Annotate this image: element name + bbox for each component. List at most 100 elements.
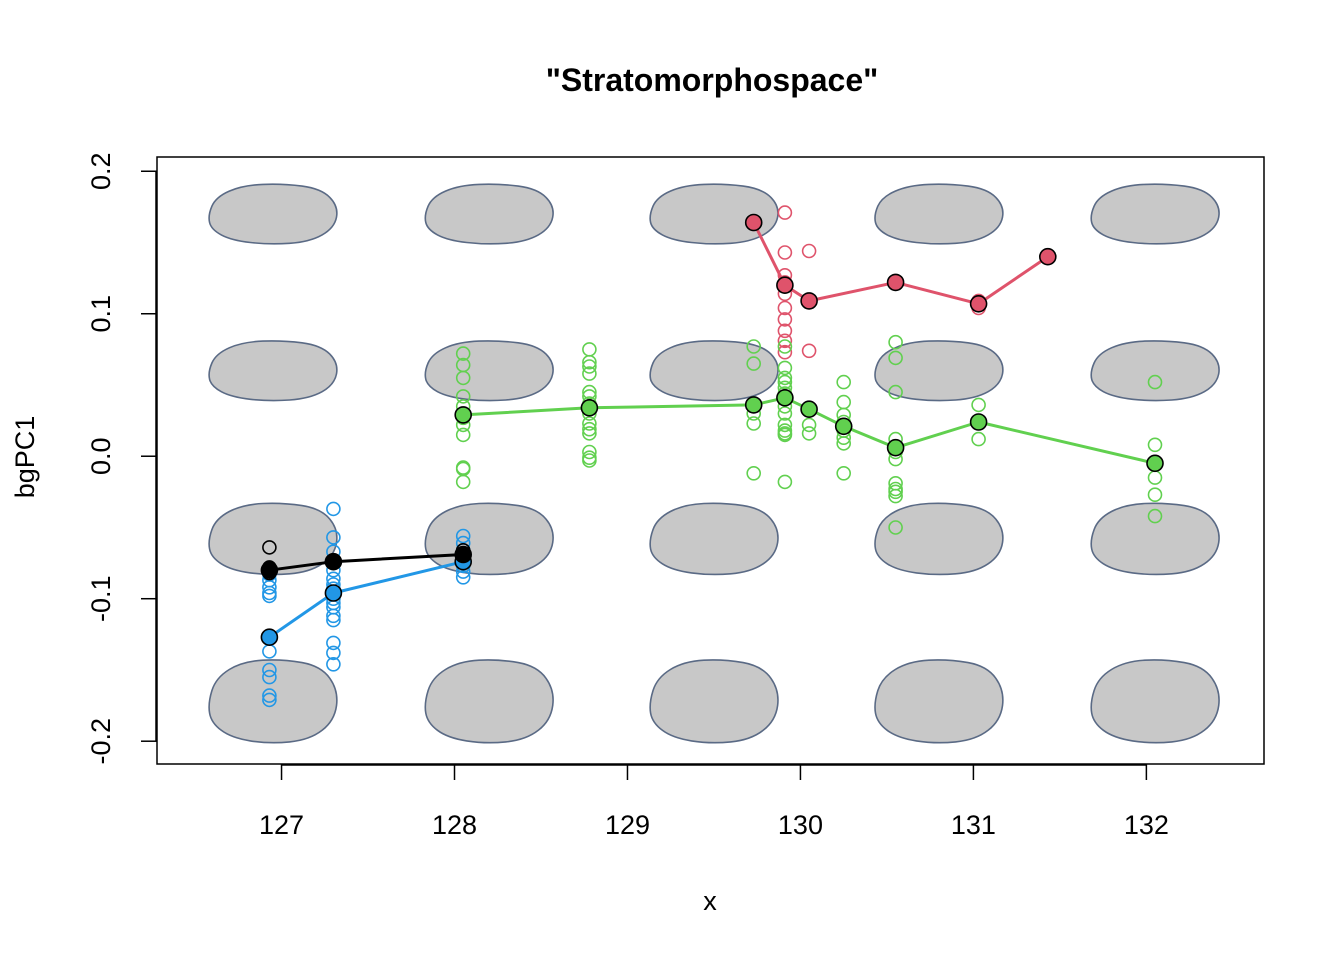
series-1-point-2 [455, 370, 471, 386]
series-1-point-12 [582, 342, 597, 357]
series-2-point-11 [326, 530, 341, 545]
series-3-mean-0 [260, 561, 279, 580]
series-1-point-59 [888, 350, 903, 366]
series-1-point-69 [971, 397, 986, 413]
series-1-point-35 [777, 370, 793, 386]
x-axis-label: x [703, 886, 717, 916]
series-1-mean-3 [776, 388, 794, 407]
series-1-point-50 [836, 374, 852, 390]
series-1-mean-5 [834, 417, 853, 436]
series-1-point-34 [777, 360, 793, 376]
series-2-point-9 [262, 692, 277, 708]
series-1-point-73 [1147, 437, 1163, 453]
series-1-point-26 [582, 453, 597, 468]
morph-shape-r2-c2 [649, 502, 779, 576]
series-1-point-46 [777, 474, 793, 490]
series-1-mean-0 [454, 406, 473, 424]
morph-shape-r3-c2 [649, 659, 779, 744]
series-3-mean-2 [454, 545, 473, 564]
series-1-point-15 [582, 366, 597, 381]
series-1-point-13 [582, 354, 597, 370]
y-axis: -0.2 -0.1 0.0 0.1 0.2 [86, 152, 157, 764]
series-2-point-4 [262, 588, 277, 604]
x-tick-label-2: 129 [605, 810, 650, 840]
series-1-mean-4 [800, 400, 818, 419]
series-1-point-45 [777, 427, 793, 443]
y-tick-label-2: 0.0 [86, 437, 116, 475]
series-1-point-14 [582, 359, 597, 374]
morph-shape-r3-c3 [874, 659, 1004, 744]
morph-shape-r0-c2 [649, 183, 779, 245]
series-2-mean-1 [324, 584, 343, 602]
series-1-point-33 [777, 339, 793, 354]
series-1-point-31 [746, 416, 762, 431]
series-1-point-68 [888, 520, 903, 535]
series-1-point-16 [582, 384, 597, 400]
x-tick-label-5: 132 [1124, 810, 1169, 840]
x-tick-label-1: 128 [432, 810, 477, 840]
morph-shape-r1-c3 [874, 340, 1004, 402]
series-2-point-2 [262, 579, 277, 595]
series-1-point-67 [888, 488, 903, 504]
series-2-point-22 [326, 612, 341, 628]
series-1-point-11 [455, 474, 471, 490]
series-1-point-72 [1147, 374, 1163, 390]
morph-shape-r0-c4 [1090, 183, 1220, 245]
series-1-point-48 [801, 417, 817, 433]
series-1-point-8 [455, 427, 471, 443]
series-1-point-3 [455, 389, 471, 404]
series-0-point-10 [777, 344, 793, 360]
series-0-point-11 [801, 243, 817, 259]
y-tick-label-0: -0.2 [86, 718, 116, 765]
series-1-point-51 [836, 394, 852, 410]
series-0-mean-1 [776, 276, 794, 295]
series-0-point-2 [777, 245, 793, 260]
series-1-mean-1 [580, 398, 599, 417]
series-2-point-7 [262, 669, 277, 685]
series-0-point-1 [777, 205, 793, 220]
y-tick-label-3: 0.1 [86, 295, 116, 333]
series-1-mean-2 [744, 396, 763, 414]
series-1-point-58 [888, 334, 903, 350]
series-0-mean-5 [1039, 247, 1057, 266]
x-tick-label-3: 130 [778, 810, 823, 840]
series-0-mean-line [752, 221, 1049, 306]
series-1-point-49 [801, 426, 817, 441]
series-0-point-6 [777, 300, 793, 316]
series-2-point-24 [326, 645, 341, 661]
series-1-point-75 [1147, 487, 1163, 503]
x-axis: 127 128 129 130 131 132 [259, 764, 1169, 840]
y-tick-label-4: 0.2 [86, 152, 116, 190]
series-2-point-26 [455, 528, 471, 544]
x-tick-label-0: 127 [259, 810, 304, 840]
series-0-mean-0 [744, 213, 763, 232]
morph-shape-r2-c3 [874, 502, 1004, 576]
series-1-point-71 [971, 431, 986, 447]
morph-shape-r2-c0 [208, 502, 338, 576]
series-1-point-28 [746, 356, 762, 371]
morph-shape-r1-c2 [649, 340, 779, 402]
series-3-point-0 [262, 540, 277, 555]
morph-shape-r3-c4 [1090, 659, 1220, 744]
series-1-point-42 [777, 417, 793, 433]
y-axis-label: bgPC1 [10, 416, 40, 499]
series-2-point-23 [326, 635, 341, 651]
series-1-point-36 [777, 374, 793, 390]
series-1-point-57 [836, 465, 852, 481]
series-1-point-21 [582, 416, 597, 431]
series-1-mean-6 [886, 438, 905, 457]
series-1-point-41 [777, 406, 793, 421]
series-1-point-24 [582, 444, 597, 460]
series-0-mean-4 [969, 294, 988, 313]
series-2-point-10 [326, 501, 341, 517]
series-2-point-5 [262, 644, 277, 659]
series-2-point-6 [262, 662, 277, 678]
morph-shape-r3-c1 [424, 659, 554, 744]
x-tick-label-4: 131 [951, 810, 996, 840]
series-1-point-66 [888, 484, 903, 500]
series-1-point-27 [746, 339, 762, 354]
series-3-mean-1 [324, 552, 343, 571]
morph-shape-r0-c3 [874, 183, 1004, 245]
series-1-point-0 [455, 346, 471, 361]
